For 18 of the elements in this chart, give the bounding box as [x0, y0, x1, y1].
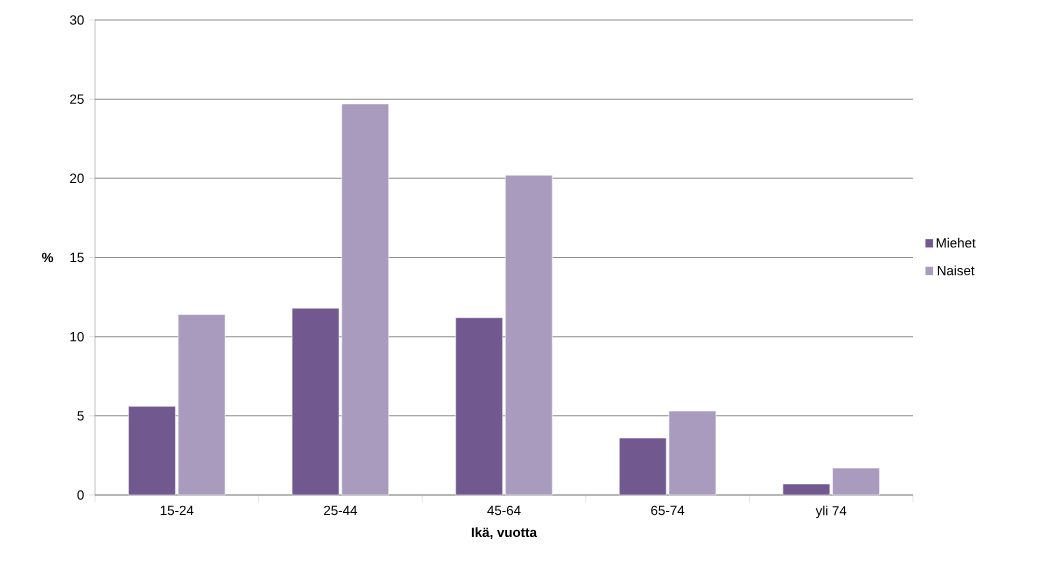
legend-label: Miehet — [936, 237, 976, 248]
y-tick-label: 10 — [70, 331, 84, 342]
bar — [505, 174, 553, 496]
y-tick-label: 0 — [77, 490, 84, 500]
y-tick-label: 30 — [69, 15, 84, 25]
x-tick-label: yli 74 — [815, 505, 847, 519]
x-axis-title: Ikä, vuotta — [471, 527, 538, 540]
legend-label: Naiset — [937, 265, 975, 276]
y-tick-label: 15 — [70, 252, 84, 263]
x-tick-label: 45-64 — [487, 505, 521, 516]
bar — [455, 317, 503, 496]
x-tick-label: 65-74 — [651, 505, 685, 516]
y-tick-label: 25 — [70, 94, 84, 104]
x-tick-label: 25-44 — [324, 505, 358, 516]
y-tick-label: 20 — [70, 173, 84, 184]
y-tick-label: 5 — [77, 411, 84, 421]
y-axis-title: % — [41, 252, 54, 263]
x-tick-label: 15-24 — [160, 505, 194, 516]
